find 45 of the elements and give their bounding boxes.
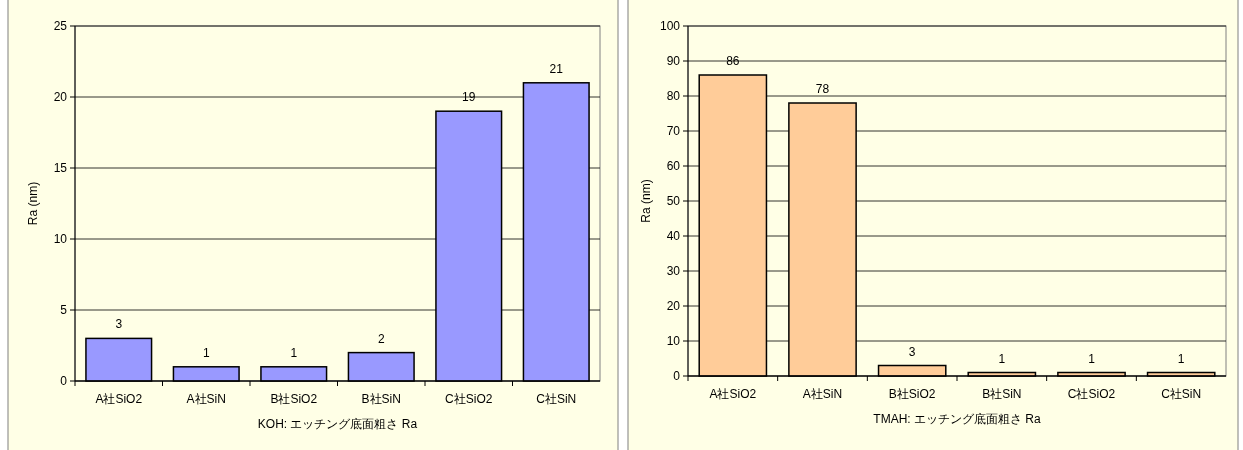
x-tick-label: C社SiO2: [1067, 387, 1116, 401]
y-tick-label: 0: [60, 374, 68, 389]
x-axis-title: TMAH: エッチング底面粗さ Ra: [873, 412, 1041, 426]
y-tick-label: 50: [666, 194, 681, 209]
data-label: 1: [202, 345, 210, 360]
y-tick-label: 10: [53, 232, 68, 247]
y-axis-title: Ra (nm): [639, 179, 653, 223]
y-tick-label: 40: [666, 229, 681, 244]
y-tick-label: 15: [53, 161, 68, 176]
x-tick-label: C社SiO2: [445, 392, 493, 406]
x-tick-label: A社SiO2: [709, 387, 757, 401]
x-tick-label: C社SiN: [1161, 387, 1202, 401]
data-label: 1: [1177, 351, 1185, 366]
y-tick-label: 80: [666, 89, 681, 104]
x-tick-label: C社SiN: [536, 392, 577, 406]
data-label: 1: [998, 351, 1006, 366]
data-label: 3: [908, 344, 916, 359]
data-label: 78: [815, 82, 830, 96]
y-tick-label: 5: [60, 303, 68, 318]
data-label: 1: [290, 345, 298, 360]
x-tick-label: A社SiN: [186, 392, 226, 406]
y-tick-label: 70: [666, 124, 681, 139]
data-label: 21: [549, 61, 564, 76]
x-tick-label: A社SiO2: [95, 392, 143, 406]
data-label: 2: [377, 331, 385, 346]
x-tick-label: B社SiO2: [270, 392, 318, 406]
y-tick-label: 10: [666, 334, 681, 349]
x-tick-label: B社SiN: [361, 392, 401, 406]
x-axis-title: KOH: エッチング底面粗さ Ra: [257, 417, 418, 431]
x-tick-label: B社SiO2: [888, 387, 936, 401]
y-tick-label: 20: [53, 90, 68, 105]
y-axis-title: Ra (nm): [26, 181, 40, 226]
y-tick-label: 20: [666, 299, 681, 314]
data-label: 86: [726, 54, 740, 68]
x-tick-label: A社SiN: [802, 387, 843, 401]
data-label: 3: [115, 317, 123, 332]
x-tick-label: B社SiN: [982, 387, 1022, 401]
y-tick-label: 90: [666, 54, 681, 69]
y-tick-label: 0: [673, 369, 681, 384]
y-tick-label: 25: [53, 19, 68, 34]
y-tick-label: 30: [666, 264, 681, 279]
data-label: 1: [1088, 351, 1096, 366]
data-label: 19: [462, 90, 476, 105]
y-tick-label: 100: [659, 19, 681, 34]
y-tick-label: 60: [666, 159, 681, 174]
